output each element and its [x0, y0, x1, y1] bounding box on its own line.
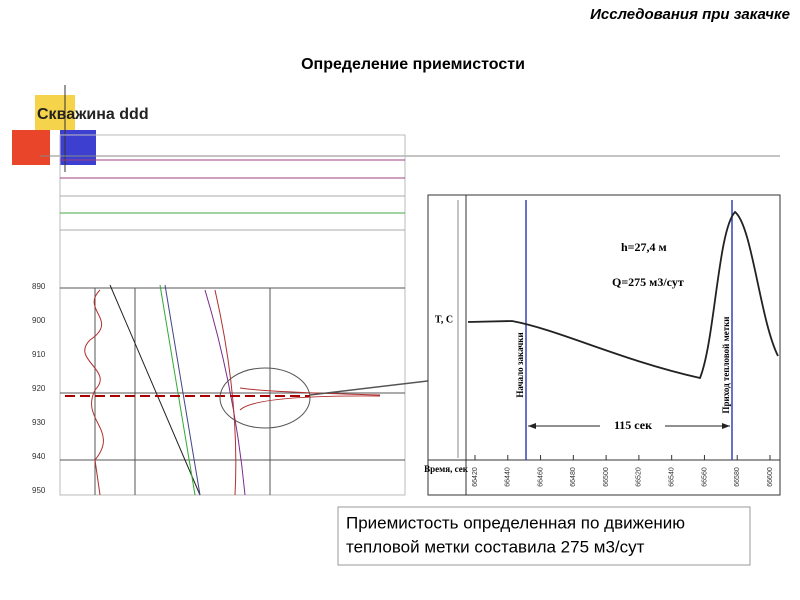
rate-label: Q=275 м3/сут — [612, 275, 684, 289]
start-label: Начало закачки — [515, 332, 525, 397]
x-ticks: 66420 66440 66460 66480 66500 66520 66540 66560… — [472, 455, 774, 487]
x-tick-label: 66520 — [636, 467, 643, 487]
depth-label: 890 — [32, 282, 46, 291]
slide-title: Определение приемистости — [301, 56, 525, 73]
interval-arrowhead — [722, 423, 730, 429]
depth-label: 920 — [32, 384, 46, 393]
x-tick-label: 66580 — [734, 467, 741, 487]
interval-label: 115 сек — [614, 418, 652, 432]
log-curve — [109, 284, 201, 496]
log-curve — [164, 284, 201, 496]
x-tick-label: 66500 — [603, 467, 610, 487]
log-curve — [204, 289, 246, 496]
inset-x-label: Время, сек — [424, 464, 469, 474]
note-line: тепловой метки составила 275 м3/сут — [346, 537, 645, 556]
arrival-label: Приход тепловой метки — [721, 317, 731, 414]
deco-square — [12, 130, 50, 165]
depth-label: 940 — [32, 452, 46, 461]
x-tick-label: 66480 — [570, 467, 577, 487]
callout-arrow — [309, 379, 437, 396]
x-tick-label: 66460 — [537, 467, 544, 487]
well-name: Скважина ddd — [37, 106, 149, 123]
section-title: Исследования при закачке — [590, 6, 790, 23]
inset-chart: T, C Время, сек h=27,4 м Q=275 м3/сут На… — [424, 194, 781, 496]
log-curve — [239, 387, 381, 411]
callout-circle — [219, 367, 311, 429]
depth-label: 950 — [32, 486, 46, 495]
x-tick-label: 66420 — [472, 467, 479, 487]
deco-square — [35, 95, 75, 130]
inset-frame — [427, 194, 781, 496]
temperature-curve — [467, 210, 779, 380]
interval-arrowhead — [528, 423, 536, 429]
deco-square — [60, 130, 96, 165]
log-frame — [59, 134, 406, 496]
x-tick-label: 66540 — [669, 467, 676, 487]
x-tick-label: 66440 — [505, 467, 512, 487]
log-curve — [84, 289, 104, 496]
note-box — [337, 506, 751, 566]
depth-label: 900 — [32, 316, 46, 325]
x-tick-label: 66600 — [767, 467, 774, 487]
depth-label: 930 — [32, 418, 46, 427]
height-label: h=27,4 м — [621, 240, 667, 254]
x-tick-label: 66560 — [701, 467, 708, 487]
log-image — [59, 134, 406, 496]
log-curve — [159, 284, 196, 496]
note-line: Приемистость определенная по движению — [346, 513, 685, 532]
inset-y-label: T, C — [435, 314, 453, 325]
depth-labels: 890 900 910 920 930 940 950 — [32, 282, 46, 495]
depth-label: 910 — [32, 350, 46, 359]
